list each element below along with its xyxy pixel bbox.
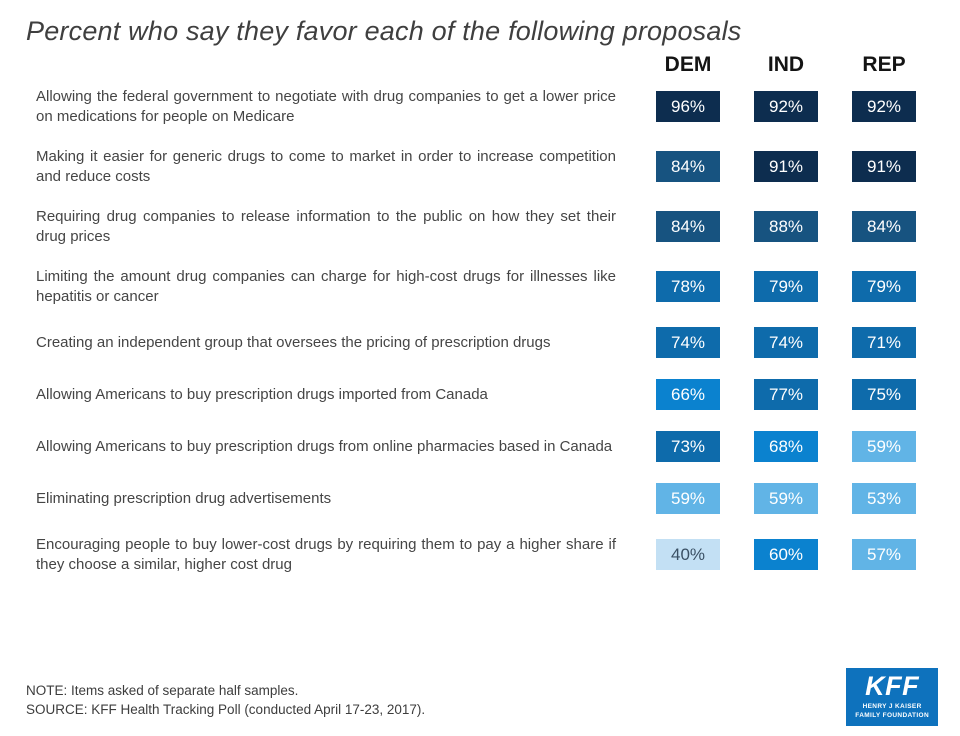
kff-logo-line2: FAMILY FOUNDATION [855, 712, 929, 720]
row-label: Making it easier for generic drugs to co… [36, 148, 616, 185]
value-cell-rep: 59% [852, 431, 916, 462]
row-label: Allowing the federal government to negot… [36, 88, 616, 125]
value-cell-ind: 79% [754, 271, 818, 302]
row-label: Limiting the amount drug companies can c… [36, 268, 616, 305]
value-cell-ind: 77% [754, 379, 818, 410]
note-text: NOTE: Items asked of separate half sampl… [26, 682, 299, 698]
value-cell-dem: 59% [656, 483, 720, 514]
value-cell-ind: 59% [754, 483, 818, 514]
value-cell-dem: 84% [656, 211, 720, 242]
value-cell-dem: 73% [656, 431, 720, 462]
table-row: Allowing Americans to buy prescription d… [36, 379, 916, 410]
value-cell-ind: 91% [754, 151, 818, 182]
value-cell-rep: 79% [852, 271, 916, 302]
value-cell-dem: 74% [656, 327, 720, 358]
value-cell-ind: 92% [754, 91, 818, 122]
header-row: DEM IND REP [36, 53, 916, 77]
source-text: SOURCE: KFF Health Tracking Poll (conduc… [26, 702, 426, 718]
value-cell-rep: 53% [852, 483, 916, 514]
value-cell-rep: 84% [852, 211, 916, 242]
table-row: Limiting the amount drug companies can c… [36, 267, 916, 306]
table-row: Allowing Americans to buy prescription d… [36, 431, 916, 462]
value-cell-ind: 88% [754, 211, 818, 242]
value-cell-dem: 78% [656, 271, 720, 302]
value-cell-dem: 40% [656, 539, 720, 570]
kff-logo: KFF HENRY J KAISER FAMILY FOUNDATION [846, 668, 938, 726]
kff-logo-line1: HENRY J KAISER [862, 703, 922, 711]
table-row: Requiring drug companies to release info… [36, 207, 916, 246]
row-label: Requiring drug companies to release info… [36, 208, 616, 245]
table-row: Allowing the federal government to negot… [36, 87, 916, 126]
row-label: Creating an independent group that overs… [36, 333, 551, 351]
column-header-rep: REP [862, 53, 906, 76]
heatmap-table: DEM IND REP Allowing the federal governm… [36, 53, 916, 574]
column-header-dem: DEM [664, 53, 712, 76]
value-cell-ind: 60% [754, 539, 818, 570]
slide: { "title": "Percent who say they favor e… [0, 16, 960, 736]
table-row: Making it easier for generic drugs to co… [36, 147, 916, 186]
row-label: Encouraging people to buy lower-cost dru… [36, 536, 616, 573]
row-label: Eliminating prescription drug advertisem… [36, 489, 332, 507]
table-row: Creating an independent group that overs… [36, 327, 916, 358]
value-cell-rep: 57% [852, 539, 916, 570]
value-cell-ind: 68% [754, 431, 818, 462]
footer-notes: NOTE: Items asked of separate half sampl… [26, 681, 425, 720]
row-label: Allowing Americans to buy prescription d… [36, 437, 613, 455]
value-cell-ind: 74% [754, 327, 818, 358]
table-row: Encouraging people to buy lower-cost dru… [36, 535, 916, 574]
page-title: Percent who say they favor each of the f… [26, 16, 742, 46]
kff-logo-text: KFF [865, 671, 920, 702]
value-cell-dem: 96% [656, 91, 720, 122]
value-cell-rep: 71% [852, 327, 916, 358]
column-header-ind: IND [767, 53, 805, 76]
value-cell-rep: 91% [852, 151, 916, 182]
row-label: Allowing Americans to buy prescription d… [36, 385, 488, 403]
value-cell-dem: 66% [656, 379, 720, 410]
table-row: Eliminating prescription drug advertisem… [36, 483, 916, 514]
kff-logo-subtext: HENRY J KAISER FAMILY FOUNDATION [855, 703, 929, 721]
value-cell-dem: 84% [656, 151, 720, 182]
value-cell-rep: 92% [852, 91, 916, 122]
value-cell-rep: 75% [852, 379, 916, 410]
table-body: Allowing the federal government to negot… [36, 87, 916, 574]
